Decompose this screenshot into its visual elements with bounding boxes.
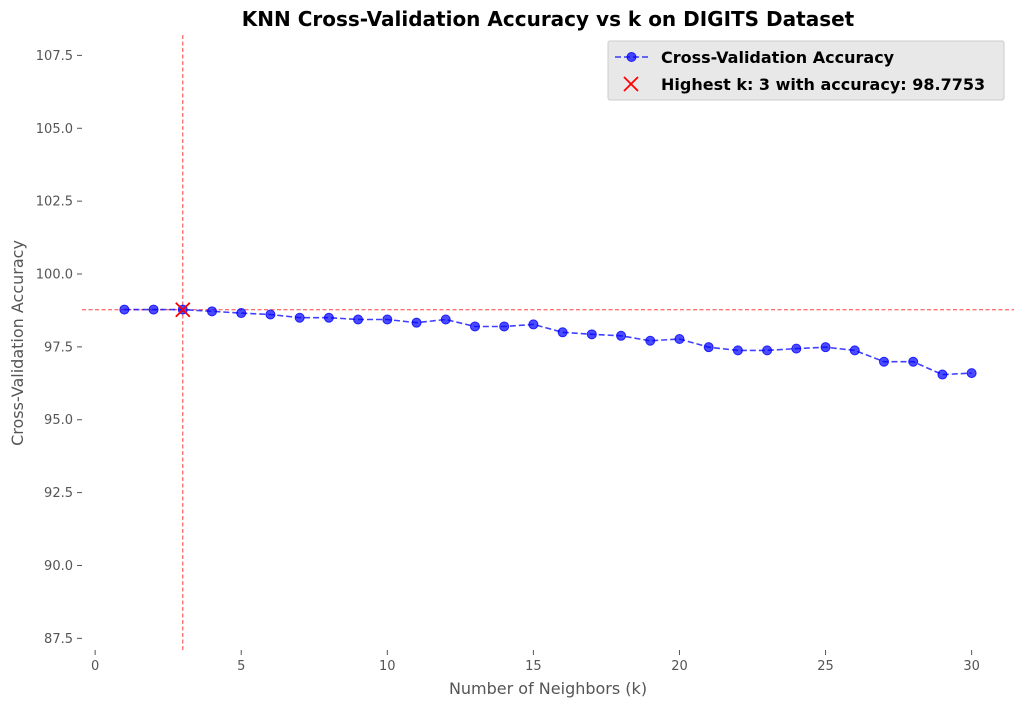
legend: Cross-Validation Accuracy Highest k: 3 w… <box>607 40 1005 101</box>
data-point <box>791 343 802 354</box>
data-point <box>674 334 685 345</box>
data-point <box>732 345 743 356</box>
legend-entry-series: Cross-Validation Accuracy <box>615 48 895 67</box>
y-tick-label: 100.0 <box>36 268 73 283</box>
data-point <box>207 306 218 317</box>
data-point <box>645 335 656 346</box>
legend-entry-highlight: Highest k: 3 with accuracy: 98.7753 <box>623 75 985 94</box>
data-point <box>411 317 422 328</box>
y-tick-label: 107.5 <box>36 49 73 64</box>
x-tick-label: 20 <box>671 659 688 674</box>
series-line <box>124 308 972 376</box>
legend-label-series: Cross-Validation Accuracy <box>661 48 895 67</box>
data-point <box>820 342 831 353</box>
data-point <box>382 314 393 325</box>
y-tick-label: 102.5 <box>36 195 73 210</box>
data-point <box>966 368 977 379</box>
x-tick-label: 30 <box>963 659 980 674</box>
x-tick-label: 25 <box>817 659 834 674</box>
y-axis: 87.5 90.0 92.5 95.0 97.5 100.0 102.5 105.0 107.5 <box>36 49 82 647</box>
data-point <box>499 321 510 332</box>
data-point <box>528 319 539 330</box>
data-point <box>119 304 130 315</box>
x-tick-label: 5 <box>237 659 245 674</box>
y-tick-label: 105.0 <box>36 122 73 137</box>
data-point <box>148 304 159 315</box>
data-point <box>703 342 714 353</box>
data-point <box>762 345 773 356</box>
data-point <box>236 308 247 319</box>
x-tick-label: 10 <box>379 659 396 674</box>
x-axis-label: Number of Neighbors (k) <box>449 679 647 698</box>
data-point <box>849 345 860 356</box>
y-tick-label: 90.0 <box>44 559 73 574</box>
x-tick-label: 0 <box>91 659 99 674</box>
legend-label-highlight: Highest k: 3 with accuracy: 98.7753 <box>661 75 985 94</box>
data-point <box>557 327 568 338</box>
plot-area <box>82 35 1014 650</box>
highlight-marker <box>175 302 191 318</box>
y-tick-label: 97.5 <box>44 340 73 355</box>
data-point <box>586 329 597 340</box>
data-point <box>469 321 480 332</box>
legend-marker-swatch <box>626 52 637 62</box>
y-tick-label: 95.0 <box>44 413 73 428</box>
chart-title: KNN Cross-Validation Accuracy vs k on DI… <box>242 7 855 31</box>
data-point <box>323 312 334 323</box>
data-point <box>937 369 948 380</box>
x-tick-label: 15 <box>525 659 542 674</box>
legend-x-marker-swatch <box>623 76 639 92</box>
data-point <box>294 312 305 323</box>
legend-box <box>607 40 1005 101</box>
y-tick-label: 92.5 <box>44 486 73 501</box>
data-point <box>440 314 451 325</box>
y-axis-label: Cross-Validation Accuracy <box>8 240 27 446</box>
x-axis: 0 5 10 15 20 25 30 <box>91 650 980 674</box>
data-point <box>353 314 364 325</box>
data-point <box>878 356 889 367</box>
data-point <box>616 330 627 341</box>
data-point <box>908 356 919 367</box>
y-tick-label: 87.5 <box>44 632 73 647</box>
data-point <box>265 309 276 320</box>
